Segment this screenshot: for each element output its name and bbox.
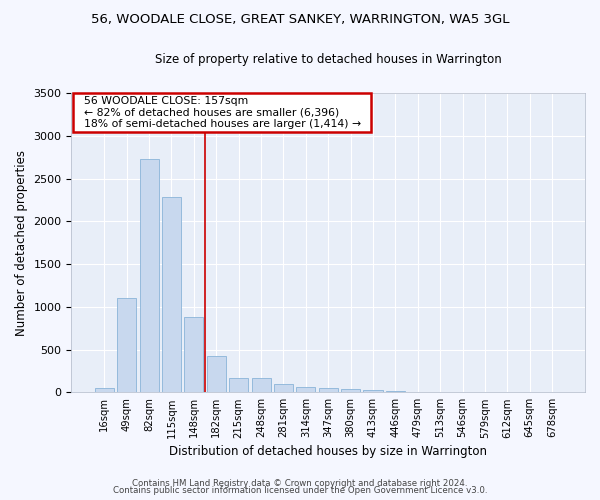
Bar (140, 159, 158, 392)
Bar (364, 390, 383, 392)
Bar (274, 384, 293, 392)
Bar (184, 317, 203, 392)
Text: 56 WOODALE CLOSE: 157sqm  
  ← 82% of detached houses are smaller (6,396)  
  18: 56 WOODALE CLOSE: 157sqm ← 82% of detach… (77, 96, 368, 129)
Bar (386, 390, 405, 392)
Text: 56, WOODALE CLOSE, GREAT SANKEY, WARRINGTON, WA5 3GL: 56, WOODALE CLOSE, GREAT SANKEY, WARRING… (91, 12, 509, 26)
Bar (319, 388, 338, 392)
Bar (207, 356, 226, 393)
Bar (117, 298, 136, 392)
Text: Contains public sector information licensed under the Open Government Licence v3: Contains public sector information licen… (113, 486, 487, 495)
Bar (95, 388, 114, 392)
Text: Contains HM Land Registry data © Crown copyright and database right 2024.: Contains HM Land Registry data © Crown c… (132, 478, 468, 488)
X-axis label: Distribution of detached houses by size in Warrington: Distribution of detached houses by size … (169, 444, 487, 458)
Title: Size of property relative to detached houses in Warrington: Size of property relative to detached ho… (155, 52, 502, 66)
Y-axis label: Number of detached properties: Number of detached properties (15, 150, 28, 336)
Bar (162, 196, 181, 392)
Bar (251, 378, 271, 392)
Bar (341, 390, 360, 392)
Bar (296, 387, 316, 392)
Bar (229, 378, 248, 392)
